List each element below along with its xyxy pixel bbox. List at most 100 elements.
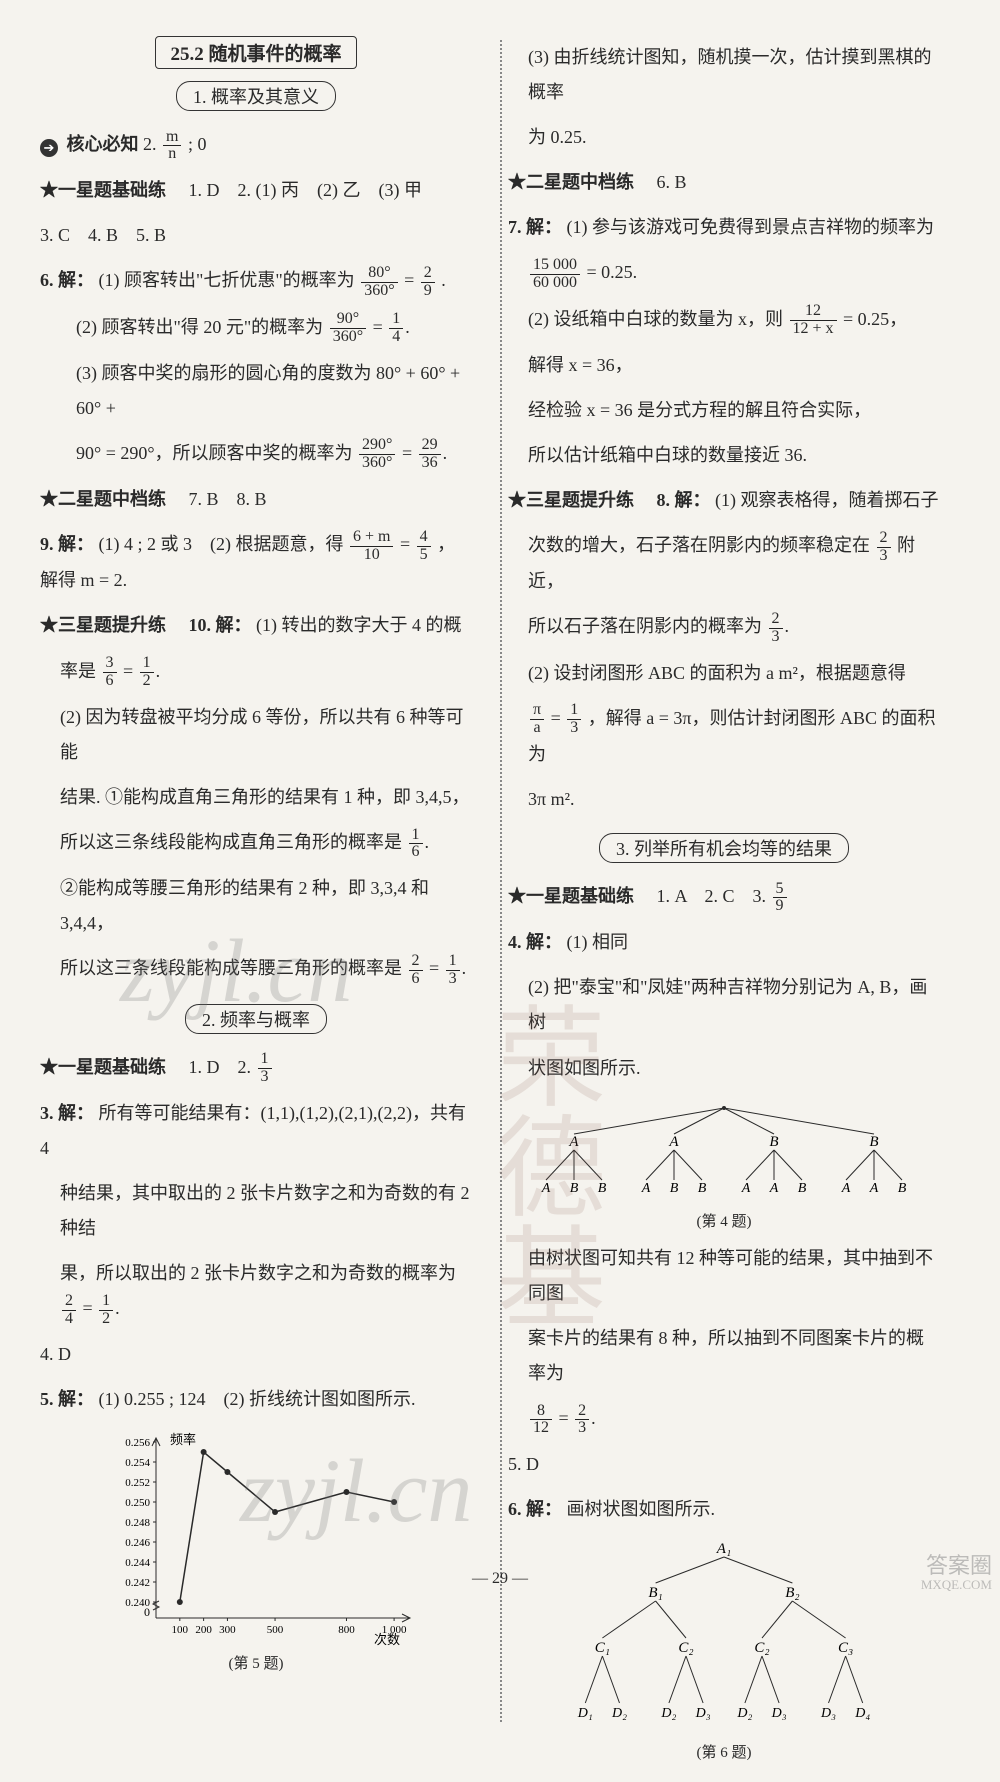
svg-text:A: A: [568, 1134, 579, 1150]
q10-3b: 所以这三条线段能构成等腰三角形的概率是 26 = 13.: [40, 951, 472, 987]
svg-text:0.240: 0.240: [125, 1597, 150, 1609]
svg-text:B: B: [570, 1181, 579, 1196]
level1-row: 一星题基础练 1. D 2. (1) 丙 (2) 乙 (3) 甲: [40, 173, 472, 208]
svg-text:B: B: [670, 1181, 679, 1196]
q4r-d: 由树状图可知共有 12 种等可能的结果，其中抽到不同图: [508, 1241, 940, 1311]
svg-text:A₁: A₁: [716, 1541, 731, 1557]
q10-2b: 结果. ①能构成直角三角形的结果有 1 种，即 3,4,5，: [40, 780, 472, 815]
star-icon: [40, 180, 58, 200]
svg-text:A: A: [541, 1181, 551, 1196]
q3: 3. 解： 所有等可能结果有：(1,1),(1,2),(2,1),(2,2)，共…: [40, 1096, 472, 1166]
q6-3: (3) 顾客中奖的扇形的圆心角的度数为 80° + 60° + 60° +: [40, 356, 472, 426]
svg-text:D₂: D₂: [736, 1706, 752, 1721]
svg-text:D₂: D₂: [611, 1706, 627, 1721]
svg-text:0.246: 0.246: [125, 1537, 150, 1549]
frequency-line-chart: 00.2400.2420.2440.2460.2480.2500.2520.25…: [96, 1428, 416, 1648]
svg-text:A: A: [741, 1181, 751, 1196]
svg-text:C₂: C₂: [754, 1640, 769, 1656]
q3b: 种结果，其中取出的 2 张卡片数字之和为奇数的有 2 种结: [40, 1176, 472, 1246]
q7-2c: 解得 x = 36，: [508, 348, 940, 383]
q6-2: (2) 顾客转出"得 20 元"的概率为 90°360° = 14.: [40, 310, 472, 346]
q4r-frac: 812 = 23.: [508, 1401, 940, 1437]
svg-text:A: A: [841, 1181, 851, 1196]
svg-text:800: 800: [338, 1624, 355, 1636]
q9: 9. 解： (1) 4 ; 2 或 3 (2) 根据题意，得 6 + m10 =…: [40, 527, 472, 598]
svg-text:频率: 频率: [170, 1432, 196, 1447]
svg-text:300: 300: [219, 1624, 236, 1636]
subsection-3: 3. 列举所有机会均等的结果: [599, 833, 849, 863]
q10-1b: 率是 36 = 12.: [40, 654, 472, 690]
l2-answers: 7. B 8. B: [189, 489, 267, 509]
svg-text:B: B: [898, 1181, 907, 1196]
svg-text:0.250: 0.250: [125, 1497, 150, 1509]
level1-label: 一星题基础练: [58, 180, 166, 200]
q8-1d: 所以石子落在阴影内的概率为 23.: [508, 609, 940, 645]
svg-text:D₄: D₄: [854, 1706, 870, 1721]
core-label: 核心必知: [67, 134, 139, 154]
left-column: 25.2 随机事件的概率 1. 概率及其意义 ➔ 核心必知 2. mn ; 0 …: [40, 30, 490, 1762]
q7-2a: (2) 设纸箱中白球的数量为 x，则 1212 + x = 0.25，: [508, 302, 940, 338]
svg-text:B: B: [798, 1181, 807, 1196]
svg-text:0.256: 0.256: [125, 1437, 150, 1449]
svg-text:100: 100: [172, 1624, 189, 1636]
s3-level1: 一星题基础练 1. A 2. C 3. 59: [508, 879, 940, 915]
r-top-a: (3) 由折线统计图知，随机摸一次，估计摸到黑棋的概率: [508, 40, 940, 110]
s3-q5: 5. D: [508, 1447, 940, 1482]
svg-text:A: A: [869, 1181, 879, 1196]
q7-frac: 15 00060 000 = 0.25.: [508, 255, 940, 291]
caption-5: (第 5 题): [40, 1652, 472, 1673]
q8-2c: 3π m².: [508, 782, 940, 817]
svg-text:0.244: 0.244: [125, 1557, 150, 1569]
svg-text:D₂: D₂: [660, 1706, 676, 1721]
q4r: 4. 解： (1) 相同: [508, 925, 940, 960]
q5: 5. 解： (1) 0.255 ; 124 (2) 折线统计图如图所示.: [40, 1382, 472, 1417]
column-divider: [500, 40, 502, 1722]
caption-4: (第 4 题): [508, 1210, 940, 1231]
bullet-icon: ➔: [40, 139, 58, 157]
svg-text:A: A: [641, 1181, 651, 1196]
svg-text:次数: 次数: [374, 1632, 400, 1647]
r-level2: 二星题中档练 6. B: [508, 165, 940, 200]
svg-text:A: A: [769, 1181, 779, 1196]
level3-row: 三星题提升练 10. 解： (1) 转出的数字大于 4 的概: [40, 608, 472, 643]
s2-level1: 一星题基础练 1. D 2. 13: [40, 1050, 472, 1086]
svg-text:0.254: 0.254: [125, 1457, 150, 1469]
svg-text:B: B: [869, 1134, 878, 1150]
level3-label: 三星题提升练: [58, 615, 166, 635]
svg-text:0.248: 0.248: [125, 1517, 150, 1529]
svg-text:D₃: D₃: [771, 1706, 787, 1721]
l1-answers-b: 3. C 4. B 5. B: [40, 218, 472, 253]
q8-2b: πa = 13 ，解得 a = 3π，则估计封闭图形 ABC 的面积为: [508, 701, 940, 772]
core-text-b: ; 0: [188, 134, 207, 154]
q6: 6. 解： (1) 顾客转出"七折优惠"的概率为 80°360° = 29 .: [40, 263, 472, 299]
q4r-e: 案卡片的结果有 8 种，所以抽到不同图案卡片的概率为: [508, 1321, 940, 1391]
svg-text:200: 200: [195, 1624, 212, 1636]
svg-text:D₁: D₁: [577, 1706, 593, 1721]
svg-text:A: A: [668, 1134, 679, 1150]
q10-2a: (2) 因为转盘被平均分成 6 等份，所以共有 6 种等可能: [40, 700, 472, 770]
q10-3a: ②能构成等腰三角形的结果有 2 种，即 3,3,4 和 3,4,4，: [40, 871, 472, 941]
q6-lead: 6. 解：: [40, 270, 94, 290]
svg-text:C₂: C₂: [678, 1640, 693, 1656]
svg-text:0.252: 0.252: [125, 1477, 150, 1489]
q10-2c: 所以这三条线段能构成直角三角形的概率是 16.: [40, 825, 472, 861]
r-level3: 三星题提升练 8. 解： (1) 观察表格得，随着掷石子: [508, 483, 940, 518]
svg-text:B: B: [598, 1181, 607, 1196]
core-knowledge: ➔ 核心必知 2. mn ; 0: [40, 127, 472, 163]
tree-diagram-6: A₁B₁B₂C₁C₂C₂C₃D₁D₂D₂D₃D₂D₃D₃D₄: [534, 1537, 914, 1737]
l1-answers-a: 1. D 2. (1) 丙 (2) 乙 (3) 甲: [189, 180, 422, 200]
q7: 7. 解： (1) 参与该游戏可免费得到景点吉祥物的频率为: [508, 210, 940, 245]
svg-text:C₃: C₃: [838, 1640, 853, 1656]
q8-2a: (2) 设封闭图形 ABC 的面积为 a m²，根据题意得: [508, 656, 940, 691]
q4r-c: 状图如图所示.: [508, 1051, 940, 1086]
right-column: (3) 由折线统计图知，随机摸一次，估计摸到黑棋的概率 为 0.25. 二星题中…: [490, 30, 940, 1762]
q7-2e: 所以估计纸箱中白球的数量接近 36.: [508, 438, 940, 473]
q6-1a: (1) 顾客转出"七折优惠"的概率为: [99, 270, 355, 290]
q6-3b: 90° = 290°，所以顾客中奖的概率为 290°360° = 2936.: [40, 436, 472, 472]
core-text-a: 2.: [143, 134, 161, 154]
q7-2d: 经检验 x = 36 是分式方程的解且符合实际，: [508, 393, 940, 428]
page-number: — 29 —: [0, 1570, 1000, 1588]
q6r: 6. 解： 画树状图如图所示.: [508, 1492, 940, 1527]
caption-6: (第 6 题): [508, 1741, 940, 1762]
s2-q4: 4. D: [40, 1337, 472, 1372]
